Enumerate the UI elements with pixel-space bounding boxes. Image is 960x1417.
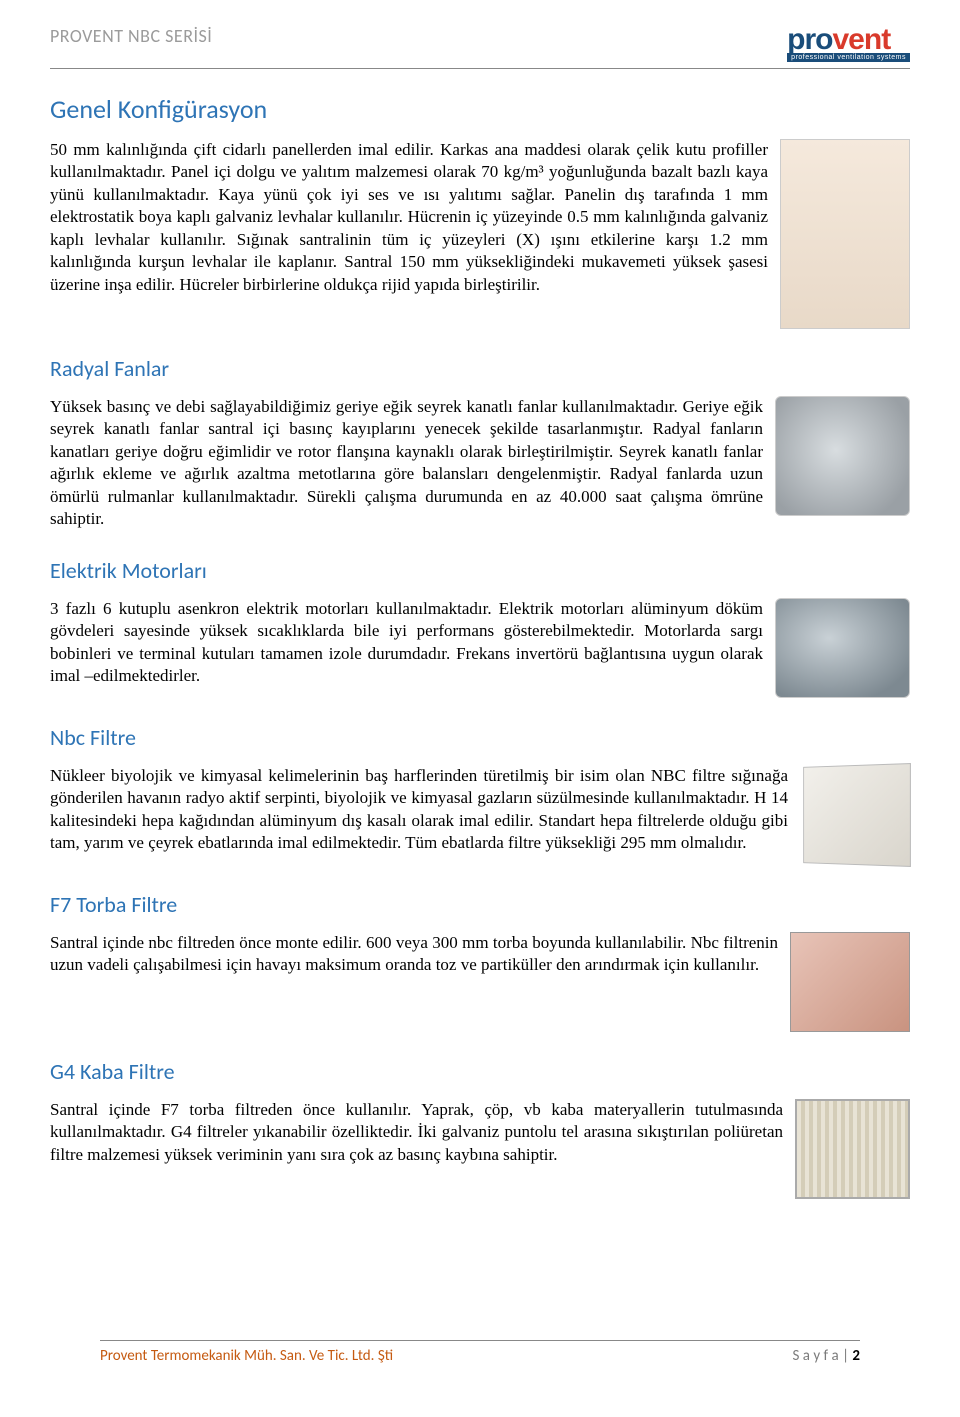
section-title: Elektrik Motorları: [50, 557, 910, 584]
section-title: Nbc Filtre: [50, 724, 910, 751]
section-body: 3 fazlı 6 kutuplu asenkron elektrik moto…: [50, 598, 763, 688]
radial-fan-image: [775, 396, 910, 516]
nbc-filter-image: [803, 763, 911, 867]
section-title: G4 Kaba Filtre: [50, 1058, 910, 1085]
panel-cross-section-image: [780, 139, 910, 329]
section-body: Santral içinde nbc filtreden önce monte …: [50, 932, 778, 977]
page-number: 2: [852, 1347, 860, 1365]
section-g4-kaba-filtre: G4 Kaba Filtre Santral içinde F7 torba f…: [50, 1058, 910, 1199]
section-elektrik-motorlari: Elektrik Motorları 3 fazlı 6 kutuplu ase…: [50, 557, 910, 698]
section-nbc-filtre: Nbc Filtre Nükleer biyolojik ve kimyasal…: [50, 724, 910, 865]
section-title: F7 Torba Filtre: [50, 891, 910, 918]
logo-part1: pro: [787, 23, 832, 56]
section-radyal-fanlar: Radyal Fanlar Yüksek basınç ve debi sağl…: [50, 355, 910, 531]
section-body: Nükleer biyolojik ve kimyasal kelimeleri…: [50, 765, 788, 855]
section-body: Santral içinde F7 torba filtreden önce k…: [50, 1099, 783, 1166]
logo-part2: vent: [833, 23, 891, 56]
section-f7-torba-filtre: F7 Torba Filtre Santral içinde nbc filtr…: [50, 891, 910, 1032]
section-genel-konfigurasyon: Genel Konfigürasyon 50 mm kalınlığında ç…: [50, 93, 910, 329]
g4-filter-image: [795, 1099, 910, 1199]
footer-company: Provent Termomekanik Müh. San. Ve Tic. L…: [100, 1347, 393, 1365]
section-body: 50 mm kalınlığında çift cidarlı paneller…: [50, 139, 768, 296]
series-title: PROVENT NBC SERİSİ: [50, 25, 212, 47]
section-title: Genel Konfigürasyon: [50, 93, 910, 125]
footer-page: S a y f a | 2: [792, 1347, 860, 1365]
section-title: Radyal Fanlar: [50, 355, 910, 382]
page-header: PROVENT NBC SERİSİ provent professional …: [50, 25, 910, 69]
page-footer: Provent Termomekanik Müh. San. Ve Tic. L…: [100, 1340, 860, 1365]
electric-motor-image: [775, 598, 910, 698]
logo: provent professional ventilation systems: [787, 25, 910, 62]
logo-subtitle: professional ventilation systems: [787, 53, 910, 62]
section-body: Yüksek basınç ve debi sağlayabildiğimiz …: [50, 396, 763, 531]
page-label: S a y f a: [792, 1347, 838, 1365]
f7-filter-image: [790, 932, 910, 1032]
